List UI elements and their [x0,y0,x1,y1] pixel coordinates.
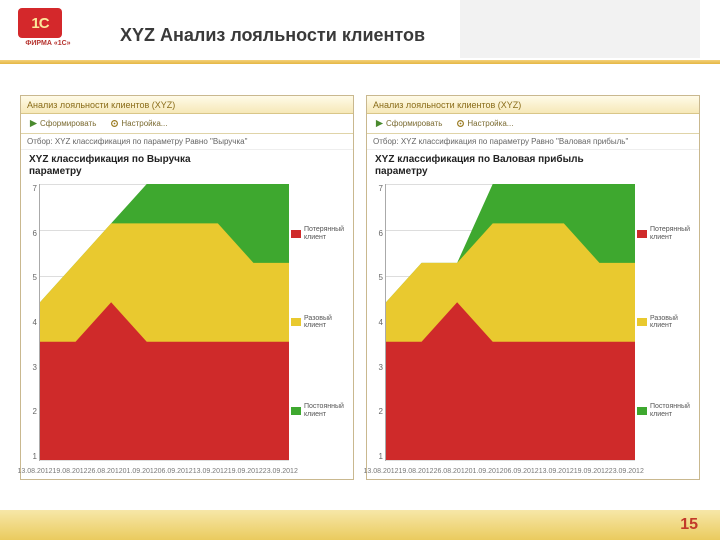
y-axis: 7654321 [25,184,39,461]
gridline [40,460,289,461]
legend-swatch [637,318,647,326]
legend-swatch [291,407,301,415]
plot-region [39,184,289,461]
logo: 1C ФИРМА «1С» [18,8,78,58]
legend: Потерянный клиент Разовый клиент Постоянны… [289,184,349,461]
legend-item-onetime: Разовый клиент [637,315,693,330]
legend-item-lost: Потерянный клиент [291,226,347,241]
play-icon [29,119,38,128]
panel-filter-line: Отбор: XYZ классификация по параметру Ра… [21,134,353,150]
content-area: Анализ лояльности клиентов (XYZ) Сформир… [20,95,700,480]
legend-label: Разовый клиент [304,315,347,330]
chart-area: 7654321Потерянный клиентРазовый клиентПо… [367,180,699,479]
logo-badge: 1C [18,8,62,38]
chart-title: XYZ классификация по Валовая прибыльпара… [367,150,699,180]
gridline [386,460,635,461]
settings-button[interactable]: Настройка... [452,117,517,130]
stacked-area-svg [386,184,635,460]
legend-item-regular: Постоянный клиент [637,403,693,418]
chart-title: XYZ классификация по Выручкапараметру [21,150,353,180]
page-number: 15 [680,516,698,534]
x-axis: 13.08.201219.08.201226.08.201201.09.2012… [35,468,293,475]
settings-button[interactable]: Настройка... [106,117,171,130]
chart-panel: Анализ лояльности клиентов (XYZ) Сформир… [20,95,354,480]
legend-swatch [637,230,647,238]
legend-item-onetime: Разовый клиент [291,315,347,330]
legend-swatch [637,407,647,415]
chart-panel: Анализ лояльности клиентов (XYZ) Сформир… [366,95,700,480]
panel-filter-line: Отбор: XYZ классификация по параметру Ра… [367,134,699,150]
page-title: XYZ Анализ лояльности клиентов [120,25,425,46]
gear-icon [110,119,119,128]
legend-swatch [291,318,301,326]
play-icon [375,119,384,128]
legend-label: Разовый клиент [650,315,693,330]
gear-icon [456,119,465,128]
legend-label: Постоянный клиент [650,403,693,418]
refresh-button[interactable]: Сформировать [371,117,446,130]
legend: Потерянный клиент Разовый клиент Постоянны… [635,184,695,461]
plot-region [385,184,635,461]
panel-titlebar: Анализ лояльности клиентов (XYZ) [21,96,353,114]
legend-item-regular: Постоянный клиент [291,403,347,418]
header-rule [0,60,720,64]
legend-label: Потерянный клиент [304,226,347,241]
x-axis: 13.08.201219.08.201226.08.201201.09.2012… [381,468,639,475]
y-axis: 7654321 [371,184,385,461]
legend-swatch [291,230,301,238]
legend-item-lost: Потерянный клиент [637,226,693,241]
panel-toolbar: Сформировать Настройка... [21,114,353,134]
chart-area: 7654321Потерянный клиентРазовый клиентПо… [21,180,353,479]
logo-subtext: ФИРМА «1С» [18,40,78,47]
footer-bar [0,510,720,540]
stacked-area-svg [40,184,289,460]
slide-header: 1C ФИРМА «1С» XYZ Анализ лояльности клие… [0,0,720,65]
header-decor [460,0,700,58]
legend-label: Потерянный клиент [650,226,693,241]
panel-toolbar: Сформировать Настройка... [367,114,699,134]
panel-titlebar: Анализ лояльности клиентов (XYZ) [367,96,699,114]
refresh-button[interactable]: Сформировать [25,117,100,130]
legend-label: Постоянный клиент [304,403,347,418]
